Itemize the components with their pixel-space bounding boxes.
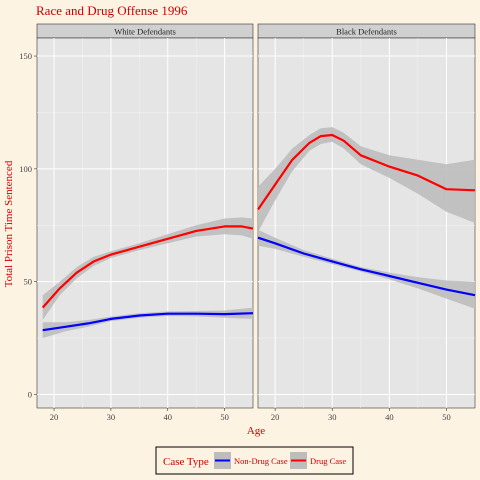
y-tick-label: 100 — [19, 164, 32, 174]
chart-title: Race and Drug Offense 1996 — [36, 3, 188, 18]
legend-label-non-drug: Non-Drug Case — [234, 456, 288, 466]
x-axis-black: 20 30 40 50 — [271, 408, 451, 422]
x-tick-label: 50 — [442, 412, 451, 422]
series-line — [42, 312, 254, 332]
x-tick-label: 40 — [163, 412, 172, 422]
legend-label-drug: Drug Case — [310, 456, 346, 466]
series-line — [41, 225, 254, 309]
panel-background — [257, 37, 476, 409]
facet-strip-label: White Defendants — [114, 27, 176, 37]
series-line — [257, 236, 476, 297]
confidence-band — [258, 127, 475, 232]
legend-title: Case Type — [163, 456, 209, 468]
x-tick-label: 20 — [271, 412, 280, 422]
series-line — [257, 133, 476, 211]
confidence-band — [42, 307, 254, 339]
x-tick-label: 40 — [385, 412, 394, 422]
x-tick-label: 30 — [107, 412, 116, 422]
panel-white: White Defendants — [36, 23, 254, 409]
facet-strip-label: Black Defendants — [336, 27, 397, 37]
y-tick-label: 150 — [19, 51, 32, 61]
confidence-band — [258, 229, 475, 309]
panel-black: Black Defendants — [257, 23, 476, 409]
legend: Case Type Non-Drug Case Drug Case — [155, 446, 354, 475]
y-tick-label: 0 — [28, 389, 32, 399]
x-tick-label: 50 — [220, 412, 229, 422]
x-tick-label: 30 — [328, 412, 337, 422]
confidence-band — [42, 217, 254, 320]
y-axis-label: Total Prison Time Sentenced — [3, 160, 15, 287]
x-axis-label: Age — [247, 425, 265, 437]
x-axis-white: 20 30 40 50 — [50, 408, 229, 422]
y-tick-label: 50 — [24, 277, 33, 287]
y-axis: 0 50 100 150 — [19, 51, 37, 399]
legend-box — [155, 446, 354, 475]
x-tick-label: 20 — [50, 412, 59, 422]
